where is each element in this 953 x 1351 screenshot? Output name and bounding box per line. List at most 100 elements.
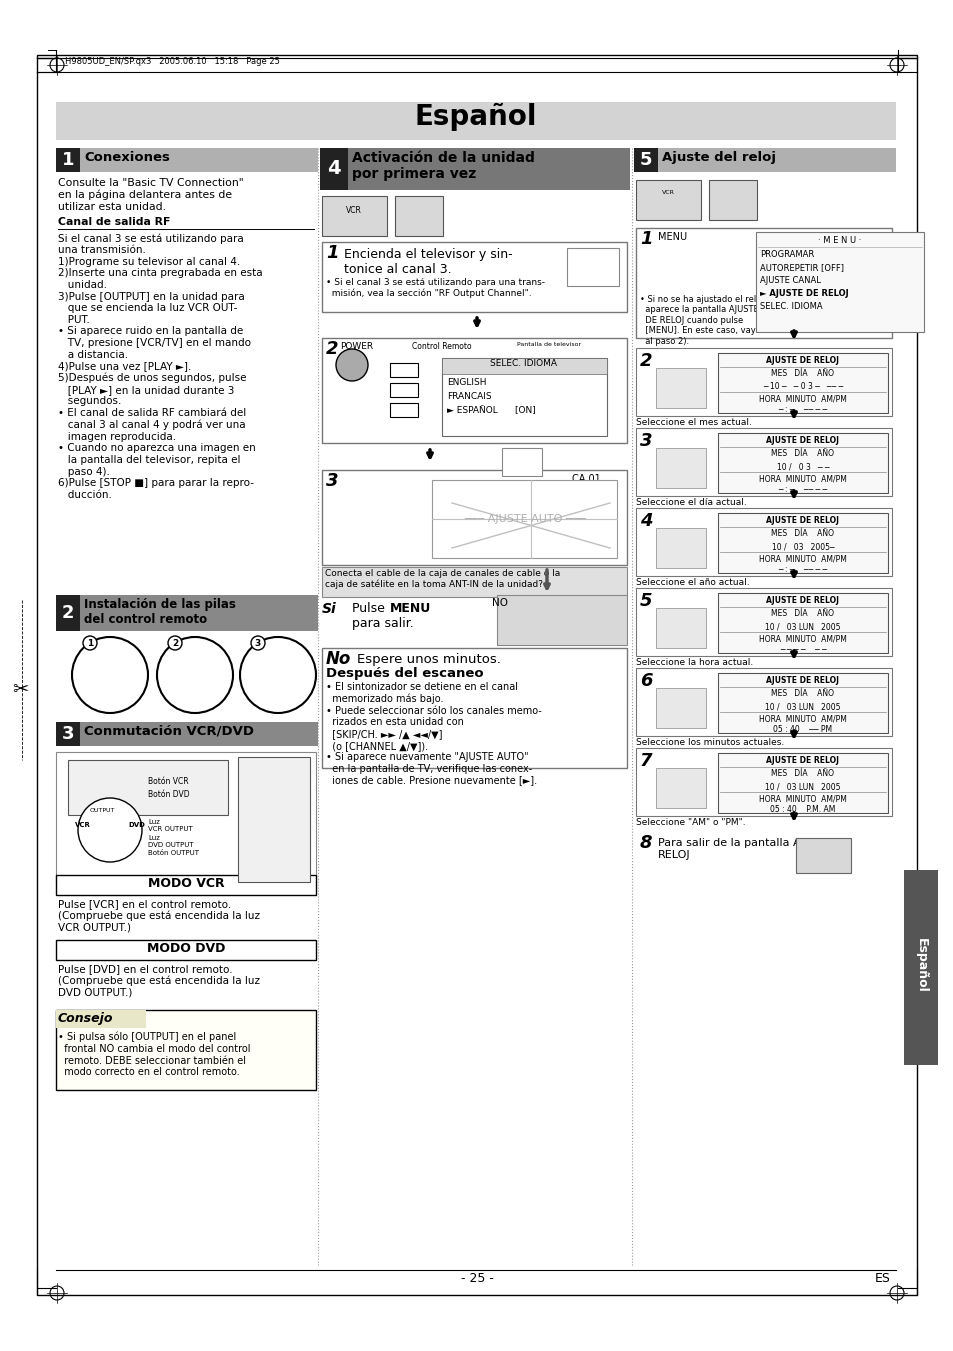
Circle shape: [78, 798, 142, 862]
Bar: [56, 1011, 146, 1028]
Text: 1: 1: [326, 245, 338, 262]
Text: ─ : ─    ── ─ ─: ─ : ─ ── ─ ─: [778, 565, 827, 574]
Text: SELEC. IDIOMA: SELEC. IDIOMA: [490, 359, 557, 367]
Bar: [322, 196, 387, 236]
Text: VCR: VCR: [75, 821, 91, 828]
Text: Botón OUTPUT: Botón OUTPUT: [148, 850, 199, 857]
Text: ► AJUSTE DE RELOJ: ► AJUSTE DE RELOJ: [760, 289, 848, 299]
Text: 2: 2: [62, 604, 74, 621]
Text: Luz
DVD OUTPUT: Luz DVD OUTPUT: [148, 835, 193, 848]
Text: 4: 4: [327, 159, 340, 178]
Text: Ajuste del reloj: Ajuste del reloj: [661, 151, 775, 163]
Text: • El sintonizador se detiene en el canal
  memorizado más bajo.
• Puede seleccio: • El sintonizador se detiene en el canal…: [326, 682, 541, 785]
Bar: [56, 875, 315, 894]
Bar: [636, 508, 891, 576]
Bar: [56, 721, 80, 746]
Bar: [718, 513, 887, 573]
Text: 2: 2: [326, 340, 338, 358]
Text: Pulse: Pulse: [344, 603, 389, 615]
Text: ─ ─ ─ ─    ─ ─: ─ ─ ─ ─ ─ ─: [779, 644, 825, 654]
Text: AJUSTE DE RELOJ: AJUSTE DE RELOJ: [765, 596, 839, 605]
Text: NO: NO: [492, 598, 507, 608]
Text: MES   DÍA    AÑO: MES DÍA AÑO: [771, 689, 834, 698]
Text: No: No: [326, 650, 351, 667]
Text: Luz
VCR OUTPUT: Luz VCR OUTPUT: [148, 819, 193, 832]
Text: 2: 2: [639, 353, 652, 370]
Bar: [56, 753, 315, 882]
Bar: [322, 567, 626, 597]
Bar: [80, 721, 317, 746]
Text: 05 : 40    P.M. AM: 05 : 40 P.M. AM: [769, 805, 835, 815]
Bar: [903, 870, 937, 1065]
Text: Encienda el televisor y sin-
tonice al canal 3.: Encienda el televisor y sin- tonice al c…: [344, 249, 512, 276]
Text: Español: Español: [914, 938, 926, 993]
Bar: [390, 363, 417, 377]
Bar: [636, 748, 891, 816]
Text: Seleccione la hora actual.: Seleccione la hora actual.: [636, 658, 753, 667]
Text: POWER: POWER: [339, 342, 373, 351]
Bar: [718, 353, 887, 413]
Text: PROGRAMAR: PROGRAMAR: [760, 250, 814, 259]
Circle shape: [168, 636, 182, 650]
Text: ES: ES: [874, 1273, 890, 1285]
Bar: [636, 180, 700, 220]
Bar: [636, 588, 891, 657]
Bar: [718, 593, 887, 653]
Bar: [656, 608, 705, 648]
Text: Seleccione el mes actual.: Seleccione el mes actual.: [636, 417, 751, 427]
Bar: [718, 753, 887, 813]
Text: FRANCAIS: FRANCAIS: [447, 392, 491, 401]
Bar: [636, 228, 891, 338]
Bar: [708, 180, 757, 220]
Text: Consulte la "Basic TV Connection"
en la página delantera antes de
utilizar esta : Consulte la "Basic TV Connection" en la …: [58, 178, 243, 212]
Text: Seleccione el día actual.: Seleccione el día actual.: [636, 499, 746, 507]
Text: 3: 3: [326, 471, 338, 490]
Text: 1: 1: [87, 639, 93, 647]
Bar: [56, 149, 80, 172]
Text: DVD: DVD: [128, 821, 145, 828]
Text: MES   DÍA    AÑO: MES DÍA AÑO: [771, 769, 834, 778]
Bar: [80, 149, 317, 172]
Text: AJUSTE CANAL: AJUSTE CANAL: [760, 276, 820, 285]
Bar: [656, 528, 705, 567]
Text: MES   DÍA    AÑO: MES DÍA AÑO: [771, 449, 834, 458]
Text: 4: 4: [639, 512, 652, 530]
Bar: [237, 757, 310, 882]
Text: 7: 7: [639, 753, 652, 770]
Bar: [322, 470, 626, 565]
Bar: [656, 767, 705, 808]
Bar: [56, 940, 315, 961]
Text: Seleccione "AM" o "PM".: Seleccione "AM" o "PM".: [636, 817, 745, 827]
Text: AJUSTE DE RELOJ: AJUSTE DE RELOJ: [765, 757, 839, 765]
Text: • Si pulsa sólo [OUTPUT] en el panel
  frontal NO cambia el modo del control
  r: • Si pulsa sólo [OUTPUT] en el panel fro…: [58, 1032, 251, 1077]
Text: MES   DÍA    AÑO: MES DÍA AÑO: [771, 369, 834, 378]
Bar: [56, 1011, 315, 1090]
Text: HORA  MINUTO  AM/PM: HORA MINUTO AM/PM: [759, 394, 846, 403]
Bar: [755, 232, 923, 332]
Text: Para salir de la pantalla AJUSTE DE
RELOJ: Para salir de la pantalla AJUSTE DE RELO…: [658, 838, 851, 859]
Bar: [322, 242, 626, 312]
Bar: [390, 403, 417, 417]
Text: VCR: VCR: [660, 190, 674, 195]
Bar: [322, 338, 626, 443]
Text: 3: 3: [62, 725, 74, 743]
Text: ─ : ─    ── ─ ─: ─ : ─ ── ─ ─: [778, 485, 827, 494]
Text: ✂: ✂: [11, 680, 29, 698]
Bar: [56, 594, 80, 631]
Text: OUTPUT: OUTPUT: [90, 808, 115, 813]
Text: ─ : ─    ── ─ ─: ─ : ─ ── ─ ─: [778, 405, 827, 413]
Text: - 25 -: - 25 -: [460, 1273, 493, 1285]
Text: HORA  MINUTO  AM/PM: HORA MINUTO AM/PM: [759, 554, 846, 563]
Bar: [658, 149, 895, 172]
Text: para salir.: para salir.: [344, 617, 414, 630]
Text: Español: Español: [415, 103, 537, 131]
Text: Activación de la unidad
por primera vez: Activación de la unidad por primera vez: [352, 151, 535, 181]
Text: HORA  MINUTO  AM/PM: HORA MINUTO AM/PM: [759, 474, 846, 484]
Text: 1: 1: [639, 230, 652, 249]
Circle shape: [83, 636, 97, 650]
Bar: [718, 434, 887, 493]
Text: MENU: MENU: [658, 232, 686, 242]
Text: 3: 3: [639, 432, 652, 450]
Text: · M E N U ·: · M E N U ·: [818, 236, 861, 245]
Text: Seleccione los minutos actuales.: Seleccione los minutos actuales.: [636, 738, 783, 747]
